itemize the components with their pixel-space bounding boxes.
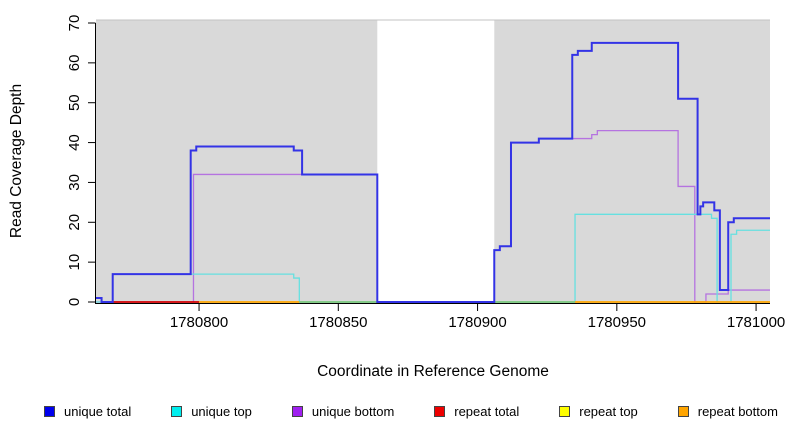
- y-tick-label: 40: [66, 134, 83, 151]
- legend-item-unique-bottom: unique bottom: [291, 403, 395, 419]
- legend-swatch-unique-bottom: [291, 405, 303, 417]
- legend: unique total unique top unique bottom repea…: [44, 401, 778, 421]
- x-tick-label: 1780850: [309, 314, 367, 331]
- legend-item-repeat-total: repeat total: [434, 404, 519, 419]
- y-tick-label: 60: [66, 55, 83, 72]
- legend-label: unique top: [191, 403, 252, 419]
- coverage-gap-band: [377, 20, 495, 303]
- y-axis-title: Read Coverage Depth: [8, 83, 25, 239]
- y-tick-label: 30: [66, 174, 83, 191]
- legend-label: unique total: [64, 403, 132, 419]
- legend-swatch-repeat-top: [559, 405, 571, 417]
- y-tick-label: 10: [66, 254, 83, 271]
- y-tick-label: 20: [66, 214, 83, 231]
- series-line-unique-total: [96, 41, 770, 303]
- series-line-unique-top: [96, 213, 770, 303]
- legend-swatch-unique-total: [44, 405, 55, 417]
- y-tick-label: 0: [66, 298, 83, 306]
- x-axis-title: Coordinate in Reference Genome: [317, 363, 549, 380]
- legend-label: repeat top: [579, 403, 638, 419]
- legend-swatch-repeat-bottom: [677, 405, 689, 417]
- legend-item-unique-top: unique top: [171, 404, 252, 419]
- y-tick-label: 50: [66, 94, 83, 111]
- legend-item-repeat-bottom: repeat bottom: [677, 403, 778, 419]
- legend-label: repeat bottom: [697, 403, 778, 419]
- legend-item-repeat-top: repeat top: [559, 404, 638, 419]
- x-tick-label: 1780900: [448, 314, 506, 331]
- legend-label: repeat total: [454, 403, 520, 419]
- legend-item-unique-total: unique total: [44, 404, 131, 419]
- legend-swatch-unique-top: [171, 405, 183, 417]
- legend-label: unique bottom: [311, 403, 395, 419]
- legend-swatch-repeat-total: [434, 405, 446, 417]
- x-tick-label: 1780950: [588, 314, 646, 331]
- x-tick-label: 1780800: [170, 314, 228, 331]
- x-tick-label: 1781000: [727, 314, 785, 331]
- y-tick-label: 70: [66, 15, 83, 32]
